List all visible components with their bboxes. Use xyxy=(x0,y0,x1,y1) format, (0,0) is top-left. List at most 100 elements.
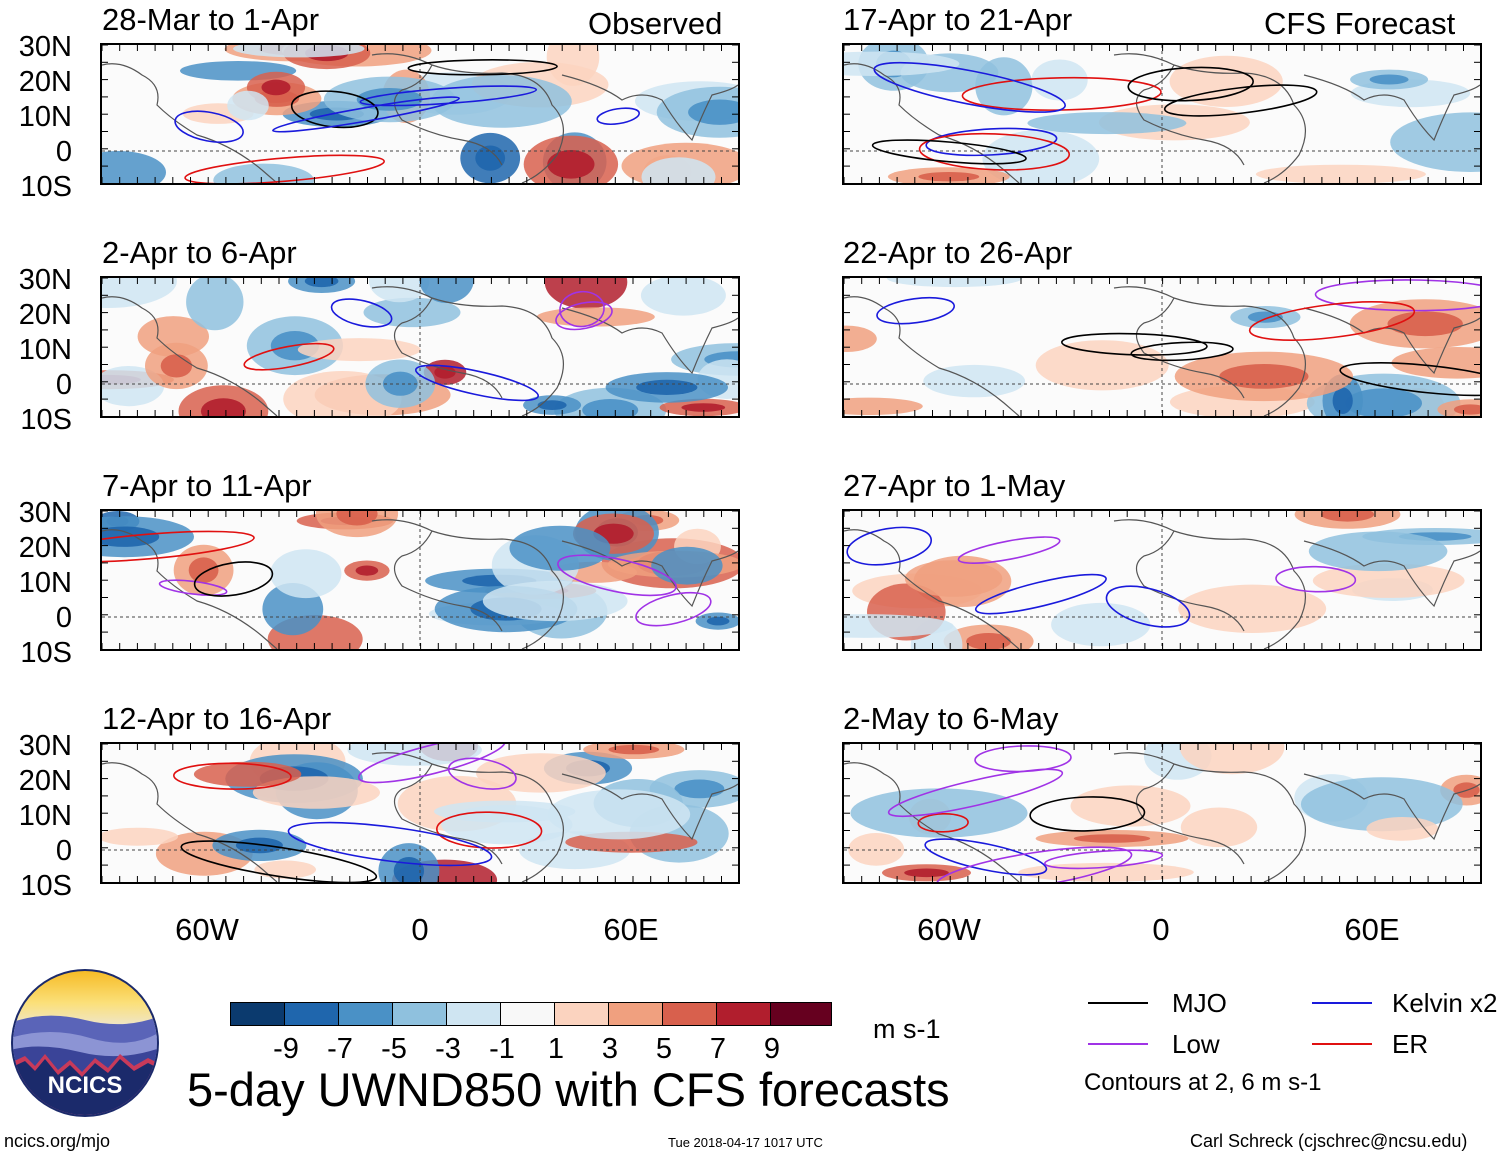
wave-contour xyxy=(1339,362,1480,397)
anomaly-field xyxy=(102,45,738,183)
anomaly-blob xyxy=(254,860,316,879)
footer-credit: Carl Schreck (cjschrec@ncsu.edu) xyxy=(1190,1131,1468,1151)
wave-contour xyxy=(184,154,385,183)
wave-contour xyxy=(193,561,274,597)
wave-contour xyxy=(447,757,517,790)
anomaly-blob-core xyxy=(1247,311,1283,323)
anomaly-blob-core xyxy=(918,172,980,182)
anomaly-blob-core xyxy=(681,403,726,412)
anomaly-field xyxy=(844,511,1480,649)
wave-contour xyxy=(557,554,677,597)
anomaly-field xyxy=(102,278,738,416)
lat-label: 30N xyxy=(18,497,72,529)
anomaly-blob xyxy=(270,549,342,599)
lat-label: 10N xyxy=(18,800,72,832)
colorbar-swatch xyxy=(230,1002,285,1026)
anomaly-blob-core xyxy=(261,79,291,96)
wave-contour xyxy=(158,579,228,596)
anomaly-blob-core xyxy=(1219,364,1309,389)
wave-contour xyxy=(357,744,506,784)
anomaly-blob xyxy=(1391,347,1480,379)
colorbar-swatch xyxy=(608,1002,663,1026)
panel-title-fc-1: 17-Apr to 21-Apr xyxy=(843,2,1073,37)
main-title: 5-day UWND850 with CFS forecasts xyxy=(187,1063,950,1116)
anomaly-blob xyxy=(1169,55,1283,107)
wave-contour xyxy=(876,296,955,325)
wave-contour xyxy=(1163,84,1318,117)
anomaly-blob-core xyxy=(475,145,506,171)
colorbar-swatch xyxy=(554,1002,609,1026)
legend-label-er: ER xyxy=(1392,1029,1429,1059)
wave-contour xyxy=(924,838,1048,876)
lat-label: 0 xyxy=(55,835,72,867)
lat-label: 20N xyxy=(18,532,72,564)
anomaly-blob xyxy=(904,560,1003,597)
anomaly-blob xyxy=(441,805,573,845)
lat-label: 0 xyxy=(55,602,72,634)
colorbar-label: 5 xyxy=(655,1033,673,1065)
wave-contour xyxy=(102,530,255,563)
map-panel-fc-1 xyxy=(842,43,1482,185)
lat-label: 20N xyxy=(18,66,72,98)
lon-label-left-60w: 60W xyxy=(175,912,239,947)
wave-contour xyxy=(925,127,1058,157)
colorbar-swatch xyxy=(770,1002,832,1026)
anomaly-blob-core xyxy=(1453,404,1480,415)
svg-text:NCICS: NCICS xyxy=(48,1072,123,1099)
wave-contour xyxy=(414,364,540,402)
colorbar-label: 3 xyxy=(601,1033,619,1065)
anomaly-blob-core xyxy=(1387,311,1463,337)
lon-label-left-60e: 60E xyxy=(603,912,659,947)
wave-contour xyxy=(1044,849,1164,870)
lat-label: 10N xyxy=(18,101,72,133)
lat-label: 30N xyxy=(18,31,72,63)
coastline xyxy=(102,53,738,183)
anomaly-blob xyxy=(363,297,461,328)
lat-label: 20N xyxy=(18,299,72,331)
wave-contour xyxy=(555,301,613,331)
lat-label: 10N xyxy=(18,334,72,366)
lon-label-right-0: 0 xyxy=(1152,912,1170,947)
wave-contour xyxy=(174,110,244,143)
anomaly-blob-core xyxy=(1345,388,1422,416)
anomaly-blob xyxy=(1178,584,1327,633)
anomaly-blob-core xyxy=(1073,834,1151,843)
wave-contour xyxy=(173,762,292,790)
anomaly-blob xyxy=(848,833,905,866)
legend-label-mjo: MJO xyxy=(1172,988,1227,1018)
anomaly-field xyxy=(844,45,1480,183)
legend-note: Contours at 2, 6 m s-1 xyxy=(1084,1069,1322,1096)
wave-contour xyxy=(1029,796,1146,832)
panel-title-fc-3: 27-Apr to 1-May xyxy=(843,468,1066,503)
anomaly-blob xyxy=(1180,807,1258,848)
anomaly-blob-core xyxy=(582,399,639,416)
anomaly-blob xyxy=(1051,602,1151,647)
colorbar-swatch xyxy=(338,1002,393,1026)
anomaly-blob xyxy=(1031,59,1088,101)
anomaly-blob xyxy=(844,614,954,638)
anomaly-blob-core xyxy=(966,633,1012,649)
observed-header: Observed xyxy=(588,6,723,41)
anomaly-blob-core xyxy=(235,837,283,854)
anomaly-blob xyxy=(544,278,628,309)
anomaly-blob-core xyxy=(1369,74,1409,85)
colorbar-label: 9 xyxy=(763,1033,781,1065)
wave-contour xyxy=(1314,279,1480,312)
lat-label: 20N xyxy=(18,765,72,797)
wave-contour xyxy=(887,768,1064,818)
colorbar-label: 1 xyxy=(547,1033,565,1065)
wave-contour xyxy=(287,821,493,867)
lon-label-right-60w: 60W xyxy=(917,912,981,947)
legend-line-low xyxy=(1088,1043,1148,1045)
anomaly-blob xyxy=(476,753,606,793)
colorbar-label: -5 xyxy=(381,1033,407,1065)
anomaly-blob xyxy=(1070,785,1191,827)
anomaly-blob xyxy=(102,278,177,308)
anomaly-blob xyxy=(844,397,923,415)
lat-label: 10S xyxy=(20,171,72,203)
colorbar-swatch xyxy=(716,1002,771,1026)
footer-url[interactable]: ncics.org/mjo xyxy=(4,1131,111,1151)
anomaly-blob-core xyxy=(537,400,567,410)
anomaly-blob-core xyxy=(200,398,246,416)
panel-title-obs-4: 12-Apr to 16-Apr xyxy=(102,701,332,736)
